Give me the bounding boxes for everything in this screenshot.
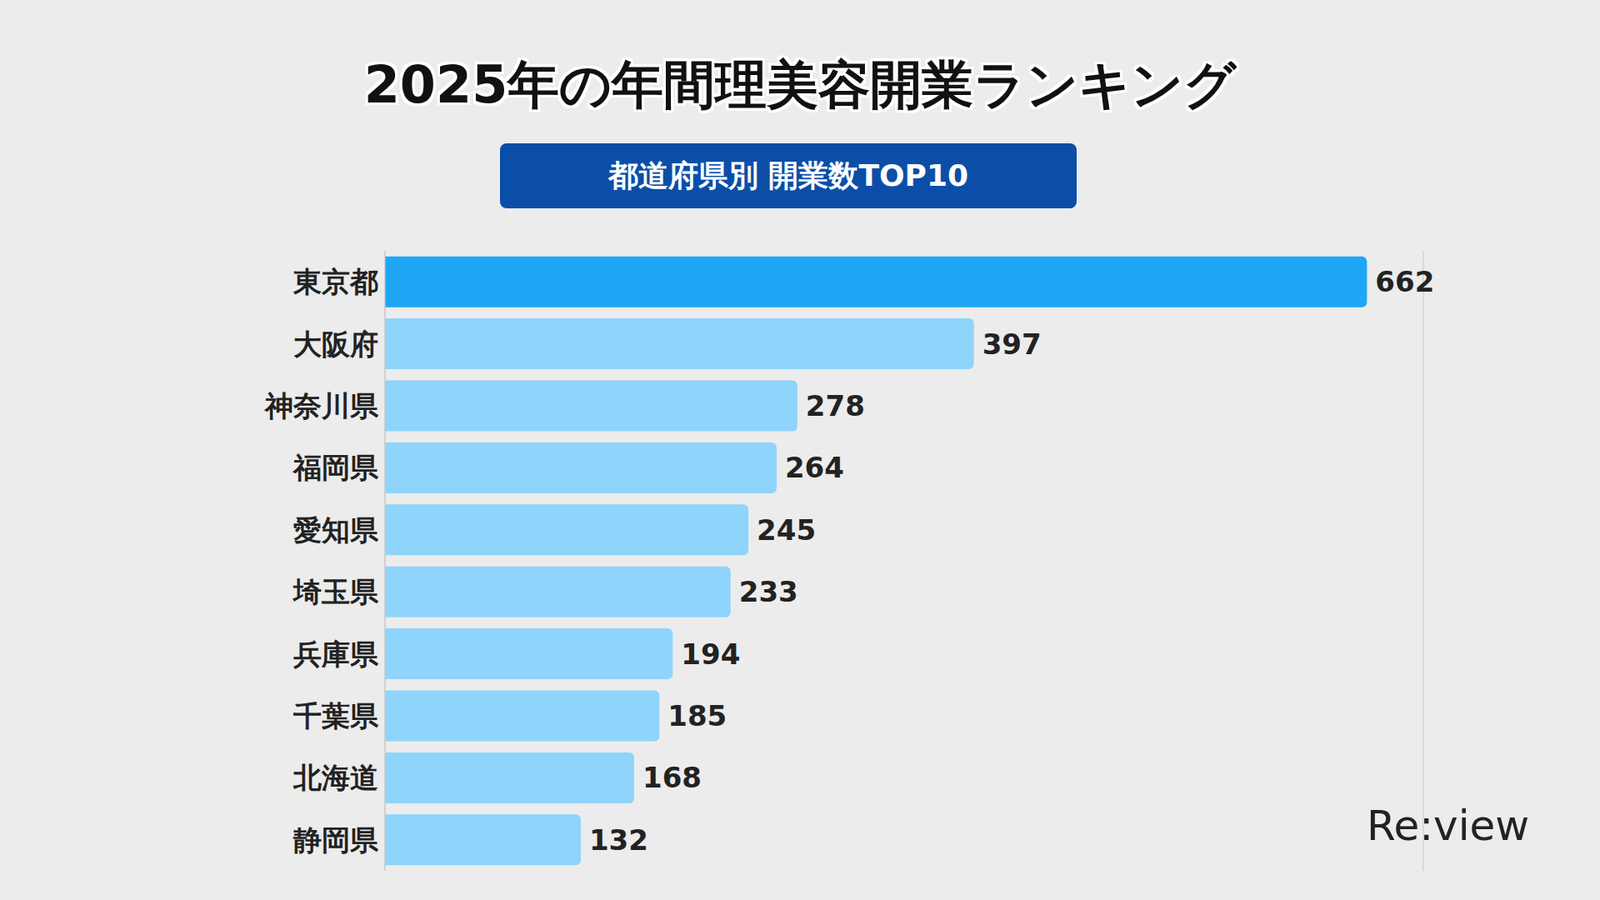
svg-text:132: 132 — [589, 823, 649, 857]
svg-text:大阪府: 大阪府 — [293, 327, 379, 361]
svg-text:福岡県: 福岡県 — [291, 450, 380, 485]
html-text:2025年の年間理美容開業ランキング: 2025年の年間理美容開業ランキング — [363, 54, 1237, 115]
svg-text:278: 278 — [805, 389, 865, 423]
svg-text:194: 194 — [680, 637, 740, 671]
html-text:都道府県別 開業数TOP10: 都道府県別 開業数TOP10 — [608, 157, 969, 193]
svg-text:静岡県: 静岡県 — [292, 823, 380, 857]
svg-text:185: 185 — [667, 699, 727, 733]
svg-text:千葉県: 千葉県 — [292, 699, 380, 733]
svg-text:397: 397 — [982, 327, 1042, 361]
svg-text:埼玉県: 埼玉県 — [291, 575, 380, 609]
svg-text:東京都: 東京都 — [292, 265, 379, 299]
html-text:Re:view: Re:view — [1366, 801, 1530, 850]
svg-text:兵庫県: 兵庫県 — [292, 637, 380, 671]
svg-text:662: 662 — [1375, 265, 1435, 299]
svg-text:愛知県: 愛知県 — [293, 513, 380, 547]
svg-text:168: 168 — [642, 760, 702, 795]
svg-text:264: 264 — [785, 450, 845, 485]
svg-text:神奈川県: 神奈川県 — [263, 389, 380, 423]
svg-text:245: 245 — [756, 513, 816, 547]
svg-text:北海道: 北海道 — [292, 760, 379, 795]
svg-text:233: 233 — [739, 575, 799, 609]
